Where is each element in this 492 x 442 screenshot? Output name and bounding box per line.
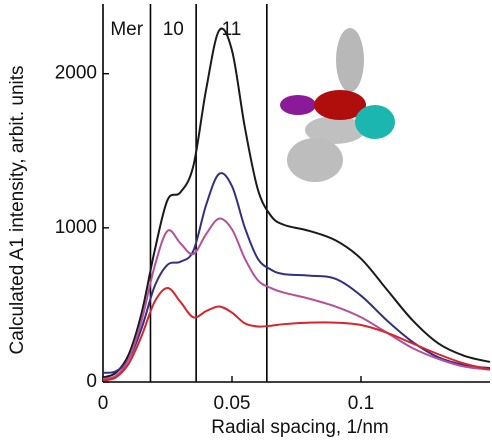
inset-gray [336, 28, 364, 92]
x-tick-label: 0.1 [348, 393, 374, 414]
x-tick-label: 0.05 [214, 393, 251, 414]
inset-gray [305, 116, 365, 144]
region-label: 10 [163, 19, 184, 40]
x-tick-label: 0 [98, 393, 109, 414]
structure-inset [280, 28, 395, 182]
curve [102, 217, 491, 380]
y-axis-title: Calculated A1 intensity, arbit. units [7, 65, 28, 354]
y-tick-label: 1000 [55, 217, 97, 238]
inset-cyan [355, 105, 395, 139]
curve [102, 286, 491, 382]
inset-purple [280, 95, 316, 115]
region-label: Mer [110, 19, 143, 40]
inset-red [314, 90, 366, 120]
y-tick-label: 2000 [55, 63, 97, 84]
x-axis-title: Radial spacing, 1/nm [211, 417, 388, 438]
curve [102, 27, 491, 379]
y-tick-label: 0 [86, 371, 97, 392]
curve [102, 172, 491, 374]
inset-gray [287, 138, 343, 182]
